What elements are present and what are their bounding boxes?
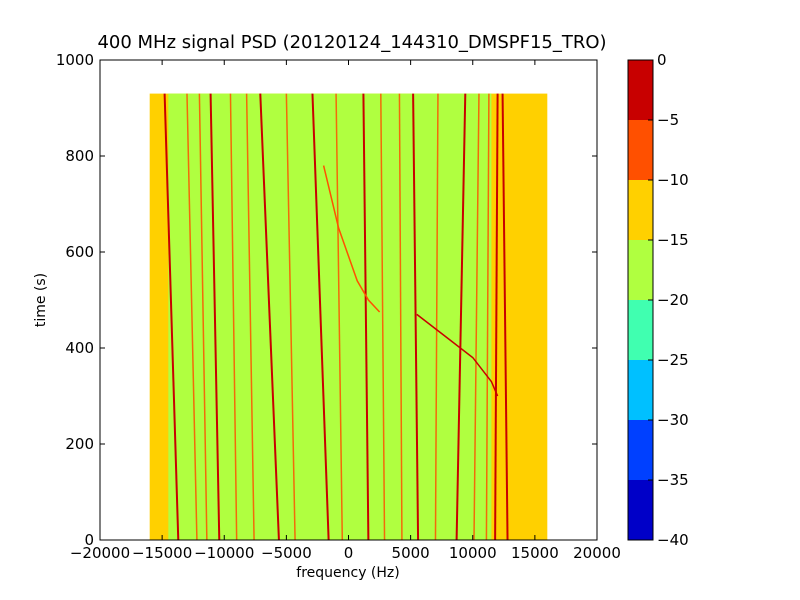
- colorbar-tick-label: −25: [657, 351, 689, 369]
- x-tick-label: 5000: [392, 544, 430, 562]
- colorbar-tick-label: −30: [657, 411, 689, 429]
- x-tick-label: 20000: [573, 544, 621, 562]
- colorbar-segment: [628, 360, 653, 420]
- x-tick-label: 10000: [449, 544, 497, 562]
- colorbar-tick-label: −40: [657, 531, 689, 549]
- x-tick-label: −10000: [194, 544, 254, 562]
- x-axis-label: frequency (Hz): [296, 565, 399, 581]
- spectrogram-background: [168, 93, 492, 540]
- x-tick-label: −20000: [70, 544, 130, 562]
- y-axis-label: time (s): [33, 273, 49, 327]
- x-tick-label: −15000: [132, 544, 192, 562]
- harmonic-line: [398, 93, 403, 540]
- harmonic-line: [335, 93, 344, 540]
- y-axis: 0 200 400 600 800 1000: [56, 51, 597, 549]
- colorbar-tick-label: −15: [657, 231, 689, 249]
- harmonic-line: [473, 93, 480, 540]
- colorbar-tick-label: 0: [657, 51, 667, 69]
- x-tick-label: 0: [344, 544, 354, 562]
- colorbar-segment: [628, 480, 653, 540]
- drift-trace: [322, 165, 381, 313]
- colorbar-segment: [628, 60, 653, 120]
- y-tick-label: 400: [65, 339, 94, 357]
- harmonic-line: [455, 93, 467, 540]
- colorbar-tick-label: −5: [657, 111, 679, 129]
- plot-area: [149, 93, 548, 540]
- colorbar-segment: [628, 180, 653, 240]
- colorbar-segment: [628, 240, 653, 300]
- harmonic-line: [245, 93, 255, 540]
- x-tick-label: 15000: [511, 544, 559, 562]
- harmonic-line: [198, 93, 208, 540]
- harmonic-line: [485, 93, 490, 540]
- y-tick-label: 200: [65, 435, 94, 453]
- harmonic-line: [494, 93, 499, 540]
- harmonic-line: [311, 93, 330, 540]
- colorbar-tick-label: −20: [657, 291, 689, 309]
- colorbar-segment: [628, 420, 653, 480]
- colorbar-tick-label: −10: [657, 171, 689, 189]
- harmonic-line: [501, 93, 509, 540]
- harmonic-line: [434, 93, 439, 540]
- harmonic-line: [163, 93, 180, 540]
- drift-trace: [416, 313, 499, 397]
- harmonic-line: [380, 93, 386, 540]
- x-tick-label: −5000: [261, 544, 312, 562]
- harmonic-line: [229, 93, 238, 540]
- harmonic-line: [186, 93, 198, 540]
- y-tick-label: 600: [65, 243, 94, 261]
- y-tick-label: 1000: [56, 51, 94, 69]
- chart-title: 400 MHz signal PSD (20120124_144310_DMSP…: [97, 32, 606, 53]
- colorbar-tick-label: −35: [657, 471, 689, 489]
- harmonic-line: [285, 93, 296, 540]
- colorbar-segment: [628, 300, 653, 360]
- y-tick-label: 0: [84, 531, 94, 549]
- y-tick-label: 800: [65, 147, 94, 165]
- harmonic-line: [259, 93, 280, 540]
- harmonic-line: [412, 93, 420, 540]
- x-axis: −20000 −15000 −10000 −5000 0 5000 10000 15000 20…: [70, 60, 621, 562]
- harmonic-line: [362, 93, 370, 540]
- colorbar-segment: [628, 120, 653, 180]
- harmonic-line: [209, 93, 221, 540]
- colorbar-axis: −40 −35 −30 −25 −20 −15 −10 −5 0: [648, 51, 689, 549]
